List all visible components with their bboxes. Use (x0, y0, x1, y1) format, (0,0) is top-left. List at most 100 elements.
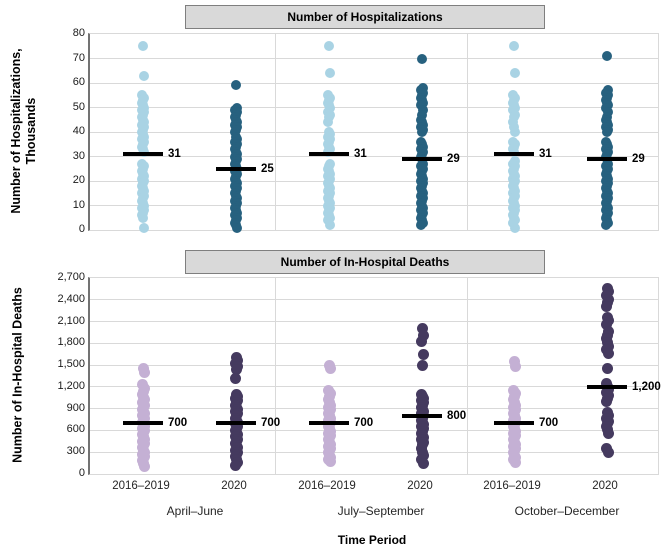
y-tick-label: 40 (72, 125, 85, 137)
gridline (90, 429, 658, 431)
y-tick-label: 60 (72, 76, 85, 88)
deaths-y-axis-label: Number of In-Hospital Deaths (11, 287, 26, 463)
panel-separator (467, 34, 468, 230)
data-point (600, 395, 612, 407)
median-line (587, 157, 627, 161)
y-tick-label: 300 (66, 445, 85, 458)
y-tick-label: 0 (78, 223, 85, 235)
data-point (138, 41, 148, 52)
data-point (324, 363, 336, 375)
data-point (232, 222, 242, 233)
median-value-label: 700 (261, 417, 281, 430)
hospitalizations-plot-area: 31 25 31 29 31 29 (88, 33, 659, 233)
y-tick-label: 80 (72, 27, 85, 39)
panel-separator (275, 278, 276, 474)
gridline (90, 386, 658, 388)
panel-label: October–December (514, 504, 620, 518)
data-point (324, 456, 336, 468)
x-tick-label: 2020 (221, 480, 247, 492)
data-point (324, 41, 334, 52)
data-point (417, 53, 427, 64)
panel-label: July–September (337, 504, 425, 518)
data-point (509, 41, 519, 52)
data-point (600, 318, 612, 330)
data-point (417, 457, 429, 469)
y-axis-label-line: Thousands (24, 97, 38, 165)
y-tick-label: 20 (72, 174, 85, 186)
data-point (602, 127, 612, 137)
data-point (417, 329, 429, 341)
y-tick-label: 2,100 (57, 314, 85, 327)
data-point (417, 348, 429, 360)
median-line (123, 421, 163, 425)
y-tick-label: 2,700 (57, 271, 85, 283)
median-value-label: 800 (447, 409, 467, 422)
gridline (90, 131, 658, 133)
median-line (216, 167, 256, 171)
median-value-label: 25 (261, 162, 274, 175)
y-axis-label-line: Number of Hospitalizations, (9, 48, 23, 214)
data-point (138, 212, 148, 223)
data-point (230, 363, 242, 375)
x-axis-title: Time Period (337, 533, 407, 547)
median-value-label: 29 (632, 152, 645, 165)
median-value-label: 31 (168, 148, 181, 161)
median-value-label: 29 (447, 152, 460, 165)
data-point (510, 222, 520, 233)
y-tick-label: 50 (72, 100, 85, 113)
median-line (402, 157, 442, 161)
median-line (216, 421, 256, 425)
data-point (415, 336, 427, 348)
median-value-label: 700 (354, 417, 374, 430)
gridline (90, 58, 658, 59)
gridline (90, 107, 658, 108)
data-point (139, 146, 149, 157)
gridline (90, 342, 658, 344)
data-point (325, 68, 335, 79)
deaths-plot-area: 700 700 700 800 700 1,200 (88, 277, 661, 475)
data-point (229, 372, 241, 384)
y-tick-label: 1,200 (57, 379, 85, 392)
data-point (138, 460, 150, 472)
median-value-label: 700 (168, 417, 188, 430)
gridline (90, 299, 658, 301)
panel-separator (275, 34, 276, 230)
y-tick-label: 900 (66, 401, 85, 414)
median-value-label: 31 (539, 148, 552, 161)
x-tick-label: 2016–2019 (112, 480, 170, 492)
median-line (587, 385, 627, 389)
median-value-label: 31 (354, 148, 367, 161)
y-axis-label-line: Number of In-Hospital Deaths (10, 287, 25, 463)
median-value-label: 700 (539, 417, 559, 430)
data-point (600, 300, 612, 312)
y-tick-label: 0 (78, 467, 85, 479)
data-point (602, 347, 614, 359)
y-tick-label: 10 (72, 198, 85, 211)
gridline (90, 156, 658, 157)
y-tick-label: 1,500 (57, 358, 85, 371)
data-point (509, 146, 519, 157)
data-point (510, 127, 520, 137)
hospitalizations-panel-title: Number of Hospitalizations (185, 5, 545, 29)
data-point (417, 127, 427, 137)
gridline (90, 205, 658, 206)
data-point (601, 363, 613, 375)
median-line (494, 152, 534, 156)
gridline (90, 180, 658, 182)
y-tick-label: 1,800 (57, 336, 85, 349)
gridline (90, 364, 658, 366)
x-tick-label: 2016–2019 (298, 480, 356, 492)
y-tick-label: 2,400 (57, 292, 85, 305)
x-tick-label: 2020 (407, 480, 433, 492)
data-point (601, 220, 611, 231)
data-point (416, 359, 428, 371)
data-point (416, 323, 428, 335)
median-line (402, 414, 442, 418)
data-point (138, 366, 150, 378)
data-point (229, 459, 241, 471)
median-line (309, 421, 349, 425)
gridline (90, 321, 658, 323)
gridline (90, 82, 658, 84)
data-point (323, 146, 333, 157)
